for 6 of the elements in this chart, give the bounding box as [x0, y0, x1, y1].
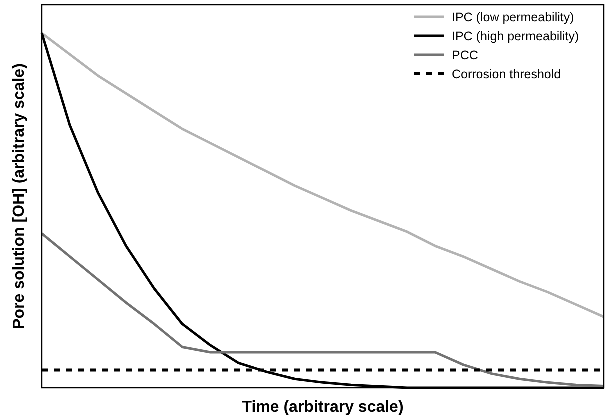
y-axis-title: Pore solution [OH] (arbitrary scale) — [11, 64, 28, 330]
x-axis-title: Time (arbitrary scale) — [242, 399, 404, 416]
legend-label: Corrosion threshold — [452, 68, 562, 82]
legend-label: IPC (low permeability) — [452, 10, 574, 24]
legend-label: PCC — [452, 48, 478, 62]
legend-label: IPC (high permeability) — [452, 30, 580, 44]
